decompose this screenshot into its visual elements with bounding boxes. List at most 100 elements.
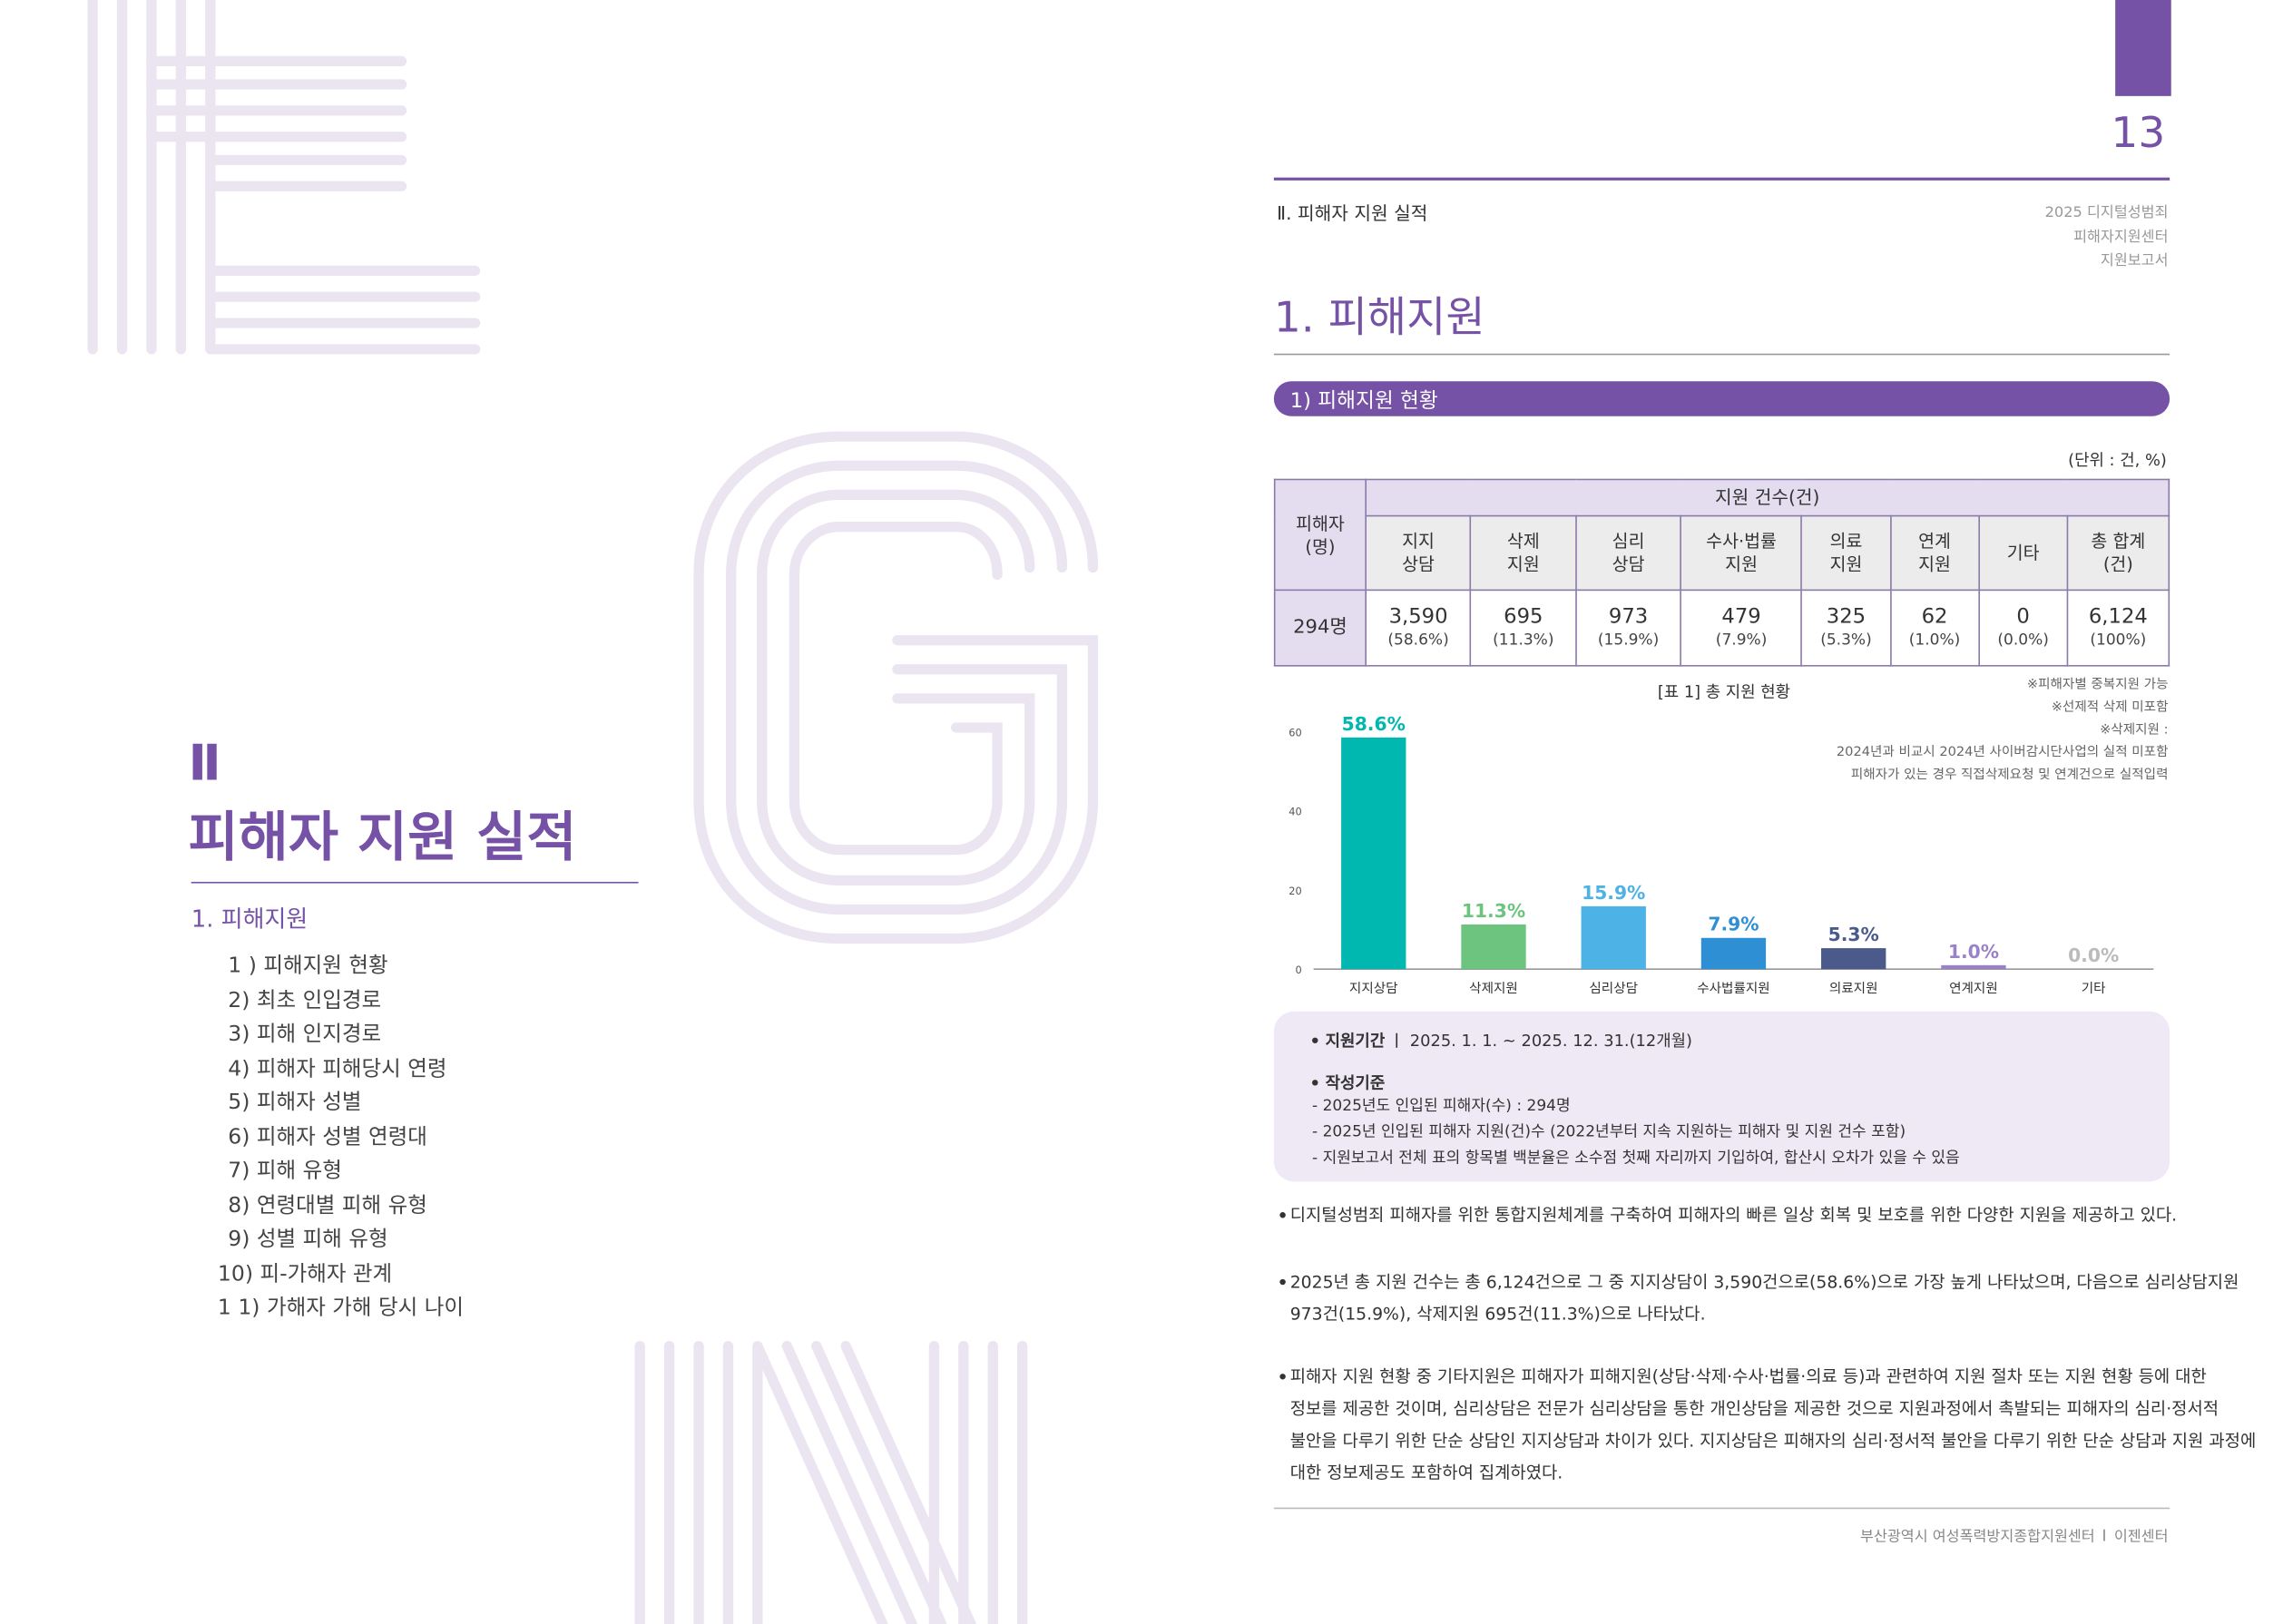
subheading-pill bbox=[1273, 381, 2170, 416]
cell-count: 0 bbox=[2016, 604, 2030, 629]
cell-count: 6,124 bbox=[2088, 604, 2148, 629]
paragraph-text: 불안을 다루기 위한 단순 상담인 지지상담과 차이가 있다. 지지상담은 피해… bbox=[1289, 1430, 2257, 1452]
running-head: Ⅱ. 피해자 지원 실적 bbox=[1277, 201, 1428, 225]
footer-center: 이젠센터 bbox=[2113, 1529, 2169, 1546]
tab bbox=[2115, 0, 2171, 96]
column-header-line: 수사·법률 bbox=[1706, 531, 1777, 552]
rule bbox=[1273, 177, 2170, 181]
toc-item: 8) 연령대별 피해 유형 bbox=[228, 1193, 427, 1218]
cell-count: 695 bbox=[1504, 604, 1543, 629]
value-label: 7.9% bbox=[1708, 914, 1759, 935]
row: 294명 3,590 (58.6%) 695 (11.3%) 973 (15.9%) 479 (… bbox=[1273, 589, 2170, 667]
column-header: 지지 상담 bbox=[1365, 514, 1472, 592]
column-header-line: 상담 bbox=[1402, 554, 1435, 575]
report-line: 피해자지원센터 bbox=[2073, 229, 2169, 246]
unit: (단위 : 건, %) bbox=[2068, 451, 2167, 471]
period-label: 지원기간 bbox=[1325, 1032, 1386, 1052]
column-header-line: 지원 bbox=[1918, 554, 1951, 575]
row-header: 피해자 (명) bbox=[1273, 478, 1367, 592]
bullet bbox=[1279, 1374, 1286, 1380]
letter-g bbox=[693, 431, 1099, 944]
toc-item: 4) 피해자 피해당시 연령 bbox=[228, 1057, 447, 1081]
column-header: 의료 지원 bbox=[1800, 514, 1892, 592]
toc-item: 2) 최초 인입경로 bbox=[228, 988, 382, 1013]
value-label: 11.3% bbox=[1462, 900, 1525, 922]
cell-percent: (1.0%) bbox=[1908, 631, 1961, 649]
column-header-line: 상담 bbox=[1612, 554, 1645, 575]
x-tick-label: 연계지원 bbox=[1949, 981, 1998, 996]
page-number: 13 bbox=[2111, 107, 2166, 158]
cell-percent: (100%) bbox=[2090, 631, 2147, 649]
x-tick-label: 지지상담 bbox=[1349, 981, 1398, 996]
toc-item: 1 1) 가해자 가해 당시 나이 bbox=[217, 1296, 465, 1320]
column-header: 삭제 지원 bbox=[1470, 514, 1577, 592]
cell-percent: (5.3%) bbox=[1820, 631, 1872, 649]
cell-percent: (7.9%) bbox=[1715, 631, 1768, 649]
criteria-label: 작성기준 bbox=[1325, 1073, 1386, 1093]
paragraph: 2025년 총 지원 건수는 총 6,124건으로 그 중 지지상담이 3,59… bbox=[1279, 1266, 2239, 1330]
cell: 3,590 (58.6%) bbox=[1365, 589, 1472, 667]
rule bbox=[1273, 1507, 2170, 1510]
toc-section: 1. 피해지원 bbox=[191, 905, 309, 934]
paragraph-line: 디지털성범죄 피해자를 위한 통합지원체계를 구축하여 피해자의 빠른 일상 회… bbox=[1279, 1199, 2177, 1231]
paragraph-line: 대한 정보제공도 포함하여 집계하였다. bbox=[1279, 1457, 2256, 1489]
column-header-line: 연계 bbox=[1918, 531, 1951, 552]
cell-percent: (15.9%) bbox=[1597, 631, 1660, 649]
toc-item: 5) 피해자 성별 bbox=[228, 1091, 362, 1115]
heading: 1. 피해지원 bbox=[1273, 292, 1485, 342]
criteria-line: - 2025년 인입된 피해자 지원(건)수 (2022년부터 지속 지원하는 … bbox=[1312, 1123, 1906, 1141]
column-header-line: 기타 bbox=[2006, 543, 2040, 563]
row-header-line: 피해자 bbox=[1296, 513, 1345, 533]
value-label: 0.0% bbox=[2068, 944, 2119, 966]
data-table: 피해자 (명) 지원 건수(건) 지지 상담 삭제 지원 심리 상담 수사·법률 지원 의료 지원 연계 지… bbox=[1273, 478, 2170, 667]
row: 지지 상담 삭제 지원 심리 상담 수사·법률 지원 의료 지원 연계 지원 기타 총 합계 (건) bbox=[1275, 514, 2170, 592]
column-header-line: 심리 bbox=[1612, 531, 1645, 552]
period: 지원기간 2025. 1. 1. ~ 2025. 12. 31.(12개월) bbox=[1312, 1029, 1692, 1052]
column-header-line: 지원 bbox=[1829, 554, 1863, 575]
column-header: 수사·법률 지원 bbox=[1680, 514, 1803, 592]
paragraph: 디지털성범죄 피해자를 위한 통합지원체계를 구축하여 피해자의 빠른 일상 회… bbox=[1279, 1199, 2177, 1231]
toc-item: 1 ) 피해지원 현황 bbox=[228, 954, 388, 978]
column-header-line: 의료 bbox=[1829, 531, 1863, 552]
toc-item: 3) 피해 인지경로 bbox=[228, 1022, 382, 1047]
column-header: 연계 지원 bbox=[1889, 514, 1980, 592]
x-tick-label: 의료지원 bbox=[1829, 981, 1878, 996]
paragraph-line: 973건(15.9%), 삭제지원 695건(11.3%)으로 나타났다. bbox=[1279, 1298, 2239, 1330]
cell-percent: (58.6%) bbox=[1387, 631, 1449, 649]
bullet bbox=[1279, 1212, 1286, 1218]
cell-count: 479 bbox=[1721, 604, 1761, 629]
column-header-line: 지원 bbox=[1506, 554, 1540, 575]
toc-item: 9) 성별 피해 유형 bbox=[228, 1228, 388, 1252]
criteria-label-row: 작성기준 bbox=[1312, 1071, 1385, 1094]
period-value: 2025. 1. 1. ~ 2025. 12. 31.(12개월) bbox=[1409, 1032, 1693, 1052]
paragraph-line: 피해자 지원 현황 중 기타지원은 피해자가 피해지원(상담·삭제·수사·법률·… bbox=[1279, 1361, 2256, 1393]
x-tick-label: 기타 bbox=[2082, 981, 2106, 996]
paragraph: 피해자 지원 현황 중 기타지원은 피해자가 피해지원(상담·삭제·수사·법률·… bbox=[1279, 1361, 2256, 1489]
letter-e-bars bbox=[146, 55, 481, 355]
bullet bbox=[1279, 1278, 1286, 1286]
x-tick-label: 수사법률지원 bbox=[1697, 981, 1769, 996]
column-header-line: 삭제 bbox=[1506, 531, 1540, 552]
cell: 325 (5.3%) bbox=[1800, 589, 1892, 667]
letter-n bbox=[634, 1340, 1028, 1624]
cell: 479 (7.9%) bbox=[1680, 589, 1803, 667]
chart-note: ※선제적 삭제 미포함 bbox=[2052, 699, 2169, 715]
chart-note: ※삭제지원 : bbox=[2100, 721, 2168, 737]
bar bbox=[1341, 737, 1406, 970]
toc-item: 7) 피해 유형 bbox=[228, 1159, 342, 1183]
column-header-line: 지지 bbox=[1402, 531, 1435, 552]
letter-e bbox=[87, 0, 216, 355]
column-header-line: (건) bbox=[2102, 554, 2133, 575]
paragraph-text: 정보를 제공한 것이며, 심리상담은 전문가 심리상담을 통한 개인상담을 제공… bbox=[1289, 1398, 2219, 1419]
row-label: 294명 bbox=[1273, 589, 1367, 667]
x-tick-label: 심리상담 bbox=[1589, 981, 1638, 996]
y-tick-label: 40 bbox=[1288, 807, 1301, 818]
column-header-line: 총 합계 bbox=[2091, 531, 2146, 552]
cell: 62 (1.0%) bbox=[1889, 589, 1980, 667]
rule bbox=[191, 881, 639, 884]
value-label: 15.9% bbox=[1582, 882, 1645, 904]
paragraph-text: 피해자 지원 현황 중 기타지원은 피해자가 피해지원(상담·삭제·수사·법률·… bbox=[1289, 1366, 2207, 1387]
cell: 695 (11.3%) bbox=[1470, 589, 1577, 667]
x-tick-label: 삭제지원 bbox=[1469, 981, 1518, 996]
